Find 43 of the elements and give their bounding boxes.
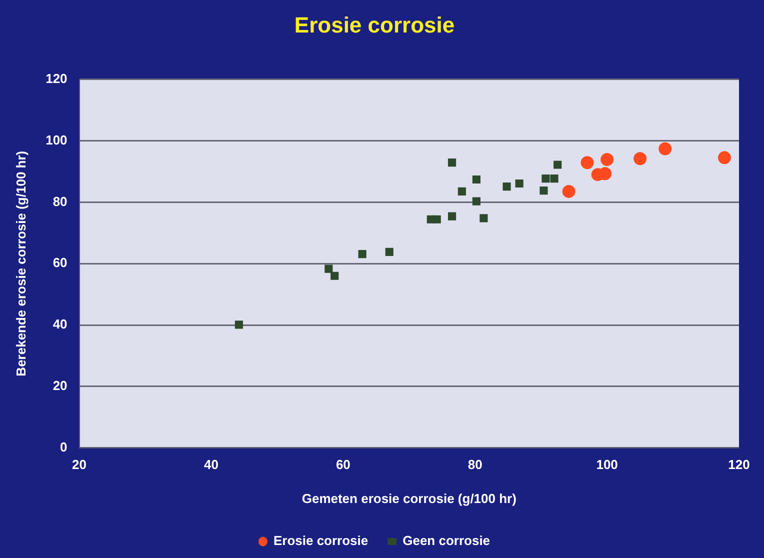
legend-label: Erosie corrosie xyxy=(273,533,368,548)
y-tick-label: 60 xyxy=(52,255,68,270)
point xyxy=(542,174,550,183)
x-tick-label: 80 xyxy=(468,457,482,472)
x-tick-label: 20 xyxy=(72,457,87,472)
x-tick-label: 120 xyxy=(728,457,750,472)
point xyxy=(458,187,466,196)
point xyxy=(598,167,612,180)
point xyxy=(472,197,480,206)
y-tick-label: 120 xyxy=(46,70,68,86)
point xyxy=(472,175,480,184)
x-axis-title: Gemeten erosie corrosie (g/100 hr) xyxy=(302,490,516,506)
x-tick-label: 40 xyxy=(204,457,218,472)
point xyxy=(718,151,731,164)
point xyxy=(358,250,366,258)
legend-label: Geen corrosie xyxy=(402,533,490,548)
point xyxy=(448,212,456,220)
point xyxy=(324,264,333,273)
chart-title: Erosie corrosie xyxy=(294,12,455,38)
point xyxy=(385,248,394,256)
point xyxy=(562,184,576,198)
x-tick-label: 60 xyxy=(336,457,350,472)
point xyxy=(448,158,456,167)
point xyxy=(550,174,558,183)
point xyxy=(600,153,614,166)
point xyxy=(480,214,488,222)
y-tick-label: 100 xyxy=(46,132,68,148)
point xyxy=(554,160,562,169)
y-tick-label: 80 xyxy=(52,194,68,209)
point xyxy=(432,215,441,224)
point xyxy=(502,182,511,191)
y-tick-label: 40 xyxy=(52,316,68,332)
y-tick-label: 0 xyxy=(60,439,68,454)
point xyxy=(515,179,524,188)
point xyxy=(330,272,339,280)
y-tick-label: 20 xyxy=(52,378,68,393)
point xyxy=(234,320,243,329)
point xyxy=(540,186,548,195)
y-axis-title: Berekende erosie corrosie (g/100 hr) xyxy=(13,150,28,376)
point xyxy=(658,142,672,156)
x-tick-label: 100 xyxy=(596,457,618,472)
point xyxy=(580,156,594,170)
point xyxy=(634,152,647,166)
